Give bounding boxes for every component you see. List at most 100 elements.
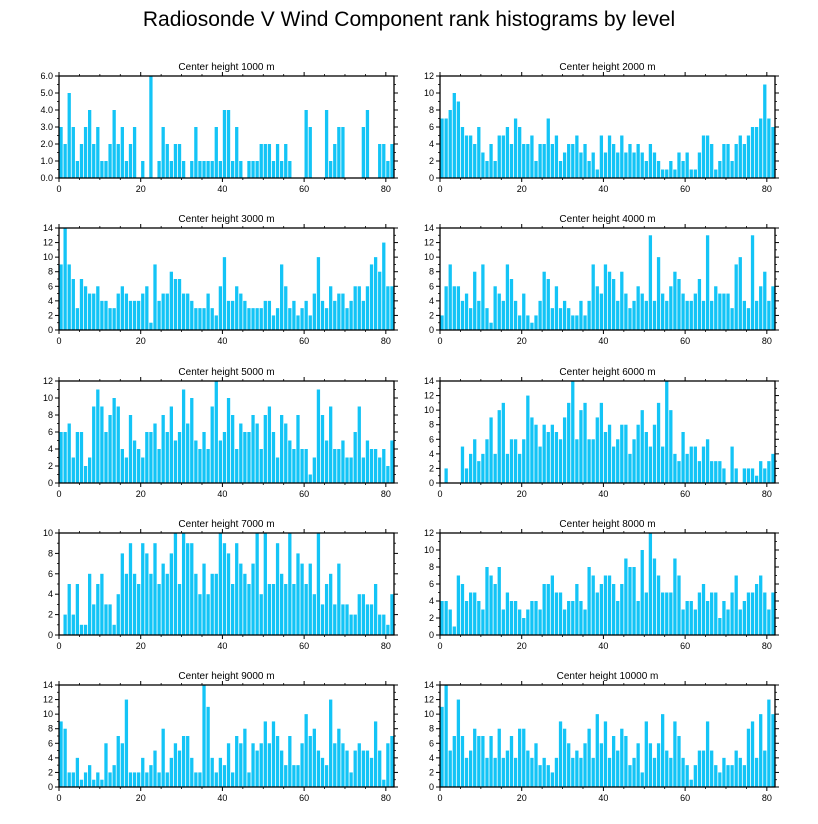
histogram-bar: [587, 728, 591, 787]
histogram-bar: [710, 144, 714, 178]
histogram-bar: [120, 286, 124, 330]
histogram-bar: [661, 169, 665, 178]
histogram-bar: [239, 293, 243, 330]
histogram-bar: [710, 461, 714, 483]
x-tick-label: 0: [56, 793, 61, 803]
histogram-bar: [79, 144, 84, 178]
y-tick-label: 6: [429, 434, 434, 444]
histogram-bar: [648, 446, 653, 483]
histogram-bar: [382, 614, 386, 635]
histogram-bar: [206, 449, 210, 483]
histogram-bar: [288, 440, 292, 483]
histogram-bar: [460, 736, 465, 787]
histogram-bar: [92, 406, 96, 483]
histogram-bar: [693, 169, 697, 178]
histogram-bar: [652, 300, 657, 330]
histogram-bar: [571, 757, 575, 787]
histogram-bar: [734, 750, 738, 787]
histogram-bar: [648, 743, 653, 787]
x-tick-label: 0: [437, 793, 442, 803]
histogram-bar: [726, 765, 730, 787]
histogram-bar: [632, 439, 636, 483]
histogram-bar: [628, 144, 632, 178]
histogram-bar: [288, 736, 292, 787]
histogram-bar: [513, 601, 518, 635]
histogram-bar: [673, 453, 677, 483]
histogram-bar: [345, 457, 349, 483]
y-tick-label: 14: [43, 680, 53, 690]
histogram-panel-10: Center height 10000 m 0 2 4 6 8 10 12 14 0 20 40 60 8…: [424, 671, 779, 803]
histogram-bar: [665, 300, 669, 330]
histogram-bar: [361, 594, 366, 635]
histogram-bar: [345, 604, 349, 635]
histogram-bar: [493, 161, 497, 178]
y-tick-label: 0.0: [40, 173, 53, 183]
y-tick-label: 8: [429, 724, 434, 734]
histogram-bar: [754, 127, 759, 178]
histogram-bar: [611, 736, 616, 787]
histogram-bar: [550, 308, 554, 330]
histogram-bar: [505, 592, 510, 635]
histogram-bar: [469, 592, 473, 635]
x-tick-label: 80: [762, 641, 772, 651]
histogram-bar: [464, 757, 469, 787]
histogram-bar: [534, 743, 538, 787]
histogram-bar: [63, 614, 67, 635]
histogram-bar: [746, 728, 751, 787]
histogram-bar: [665, 592, 669, 635]
histogram-bar: [181, 389, 186, 483]
histogram-bar: [92, 779, 96, 787]
histogram-bar: [373, 584, 378, 635]
histogram-bar: [550, 144, 554, 178]
histogram-bar: [656, 575, 661, 635]
histogram-bar: [538, 300, 542, 330]
histogram-bar: [345, 750, 349, 787]
histogram-bar: [558, 439, 563, 483]
histogram-bar: [247, 161, 251, 178]
histogram-bar: [337, 728, 341, 787]
histogram-bar: [518, 453, 522, 483]
histogram-bar: [595, 417, 599, 483]
histogram-bar: [120, 127, 124, 178]
histogram-bar: [636, 286, 640, 330]
histogram-bar: [304, 714, 308, 787]
histogram-bar: [177, 584, 182, 635]
histogram-bar: [177, 144, 182, 178]
histogram-bar: [722, 144, 726, 178]
histogram-bar: [595, 169, 599, 178]
histogram-bar: [444, 601, 448, 635]
histogram-bar: [542, 144, 546, 178]
histogram-bar: [230, 161, 235, 178]
histogram-bar: [210, 573, 214, 635]
histogram-bar: [202, 161, 206, 178]
histogram-bar: [333, 300, 337, 330]
histogram-bar: [71, 772, 75, 787]
histogram-bar: [300, 563, 304, 635]
histogram-bar: [767, 300, 771, 330]
x-tick-label: 0: [56, 489, 61, 499]
histogram-bar: [373, 449, 378, 483]
histogram-bar: [116, 594, 120, 635]
histogram-bar: [714, 286, 718, 330]
histogram-bar: [59, 432, 63, 483]
histogram-bar: [734, 468, 738, 483]
histogram-bar: [477, 461, 481, 483]
histogram-bar: [603, 432, 608, 483]
histogram-bar: [75, 584, 80, 635]
histogram-bar: [513, 300, 518, 330]
histogram-bar: [513, 439, 518, 483]
histogram-bar: [583, 609, 587, 635]
histogram-bar: [230, 772, 235, 787]
y-tick-label: 0: [48, 782, 53, 792]
histogram-bar: [481, 453, 485, 483]
histogram-bar: [750, 721, 755, 787]
histogram-bar: [280, 264, 284, 330]
histogram-bar: [104, 161, 108, 178]
histogram-bar: [767, 699, 771, 787]
y-tick-label: 10: [43, 709, 53, 719]
histogram-bar: [522, 728, 526, 787]
histogram-bar: [750, 127, 755, 178]
histogram-bar: [603, 721, 608, 787]
histogram-bar: [583, 743, 587, 787]
y-tick-label: 6: [429, 281, 434, 291]
